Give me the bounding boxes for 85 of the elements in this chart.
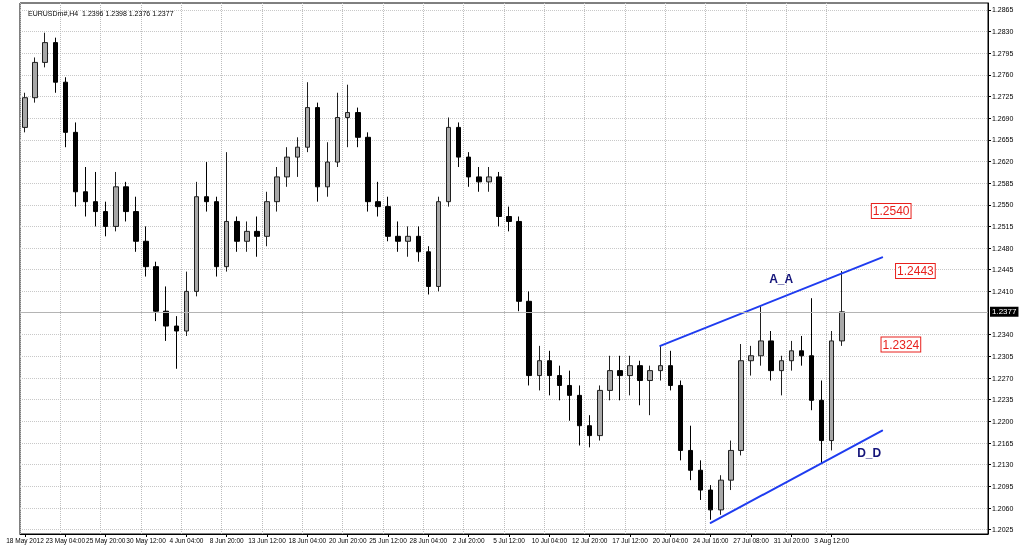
candlestick (325, 141, 330, 198)
candlestick (587, 414, 592, 448)
candlestick (476, 166, 482, 193)
candlestick (395, 220, 401, 253)
candlestick (73, 121, 78, 208)
candlestick (768, 330, 774, 382)
candlestick (577, 384, 582, 446)
candlestick (163, 285, 169, 342)
candlestick (133, 196, 139, 253)
candlestick (224, 151, 229, 273)
candlestick (274, 166, 280, 213)
candlestick (214, 196, 219, 278)
candlestick (355, 107, 361, 148)
candlestick (557, 365, 562, 401)
candlestick (486, 166, 492, 193)
candlestick (143, 225, 149, 278)
candlestick (194, 181, 199, 297)
candlestick (496, 171, 502, 227)
candlestick (688, 425, 693, 481)
candlestick (345, 84, 350, 148)
candlestick (678, 380, 683, 461)
candlestick (516, 216, 522, 312)
candlestick (365, 131, 371, 213)
candlestick (567, 370, 572, 422)
candlestick (63, 76, 68, 148)
candlestick (83, 166, 88, 218)
candlestick (829, 330, 834, 451)
candlestick (617, 355, 623, 401)
candlestick (728, 440, 734, 491)
candlestick (647, 365, 653, 416)
candlestick (103, 201, 108, 237)
candlestick (123, 181, 129, 222)
candlestick (627, 355, 633, 396)
candlestick (738, 343, 744, 456)
candlestick (506, 206, 512, 232)
series-label: A_A (769, 272, 794, 287)
candlestick (22, 92, 28, 133)
candlestick (526, 290, 532, 386)
candlestick (547, 350, 552, 396)
candlestick (405, 225, 411, 258)
candlestick (204, 161, 209, 213)
candlestick (153, 261, 159, 322)
candlestick (264, 191, 270, 247)
candlestick (113, 171, 119, 232)
candlestick (375, 181, 381, 218)
candlestick (718, 474, 724, 516)
annotation: 1.2540 (872, 203, 910, 218)
candlestick (42, 32, 48, 68)
candlestick (416, 225, 421, 263)
candlestick (284, 146, 290, 188)
candlestick (335, 92, 340, 168)
candlestick (597, 384, 603, 442)
candlestick (708, 484, 713, 521)
annotation: 1.2324 (882, 337, 920, 352)
candlestick (748, 345, 754, 377)
candlestick (698, 459, 703, 501)
candlestick (53, 37, 58, 94)
candlestick (607, 355, 613, 401)
candlestick (254, 216, 260, 258)
candlestick (537, 345, 542, 391)
candlestick (637, 360, 643, 406)
candlestick (789, 340, 794, 372)
candlestick (466, 151, 471, 188)
candlestick (295, 136, 300, 178)
candlestick (315, 102, 320, 203)
candlestick (819, 380, 824, 464)
candlestick (93, 171, 98, 227)
candlestick (32, 56, 38, 104)
candlestick (809, 297, 814, 411)
candlestick (426, 245, 431, 295)
candlestick (456, 121, 461, 168)
candlestick (305, 81, 310, 153)
candlestick (446, 116, 451, 208)
ref-line-label: 1.2377 (992, 307, 1018, 317)
series-label: D_D (857, 445, 882, 460)
candlestick (668, 350, 673, 391)
annotation: 1.2443 (897, 263, 935, 278)
candlestick (436, 196, 441, 292)
candlestick (779, 355, 784, 396)
candlestick (234, 216, 240, 253)
candlestick (174, 315, 179, 370)
candlestick (385, 196, 391, 242)
candlestick (799, 335, 804, 367)
candlestick (244, 220, 250, 253)
candlestick (658, 345, 663, 382)
